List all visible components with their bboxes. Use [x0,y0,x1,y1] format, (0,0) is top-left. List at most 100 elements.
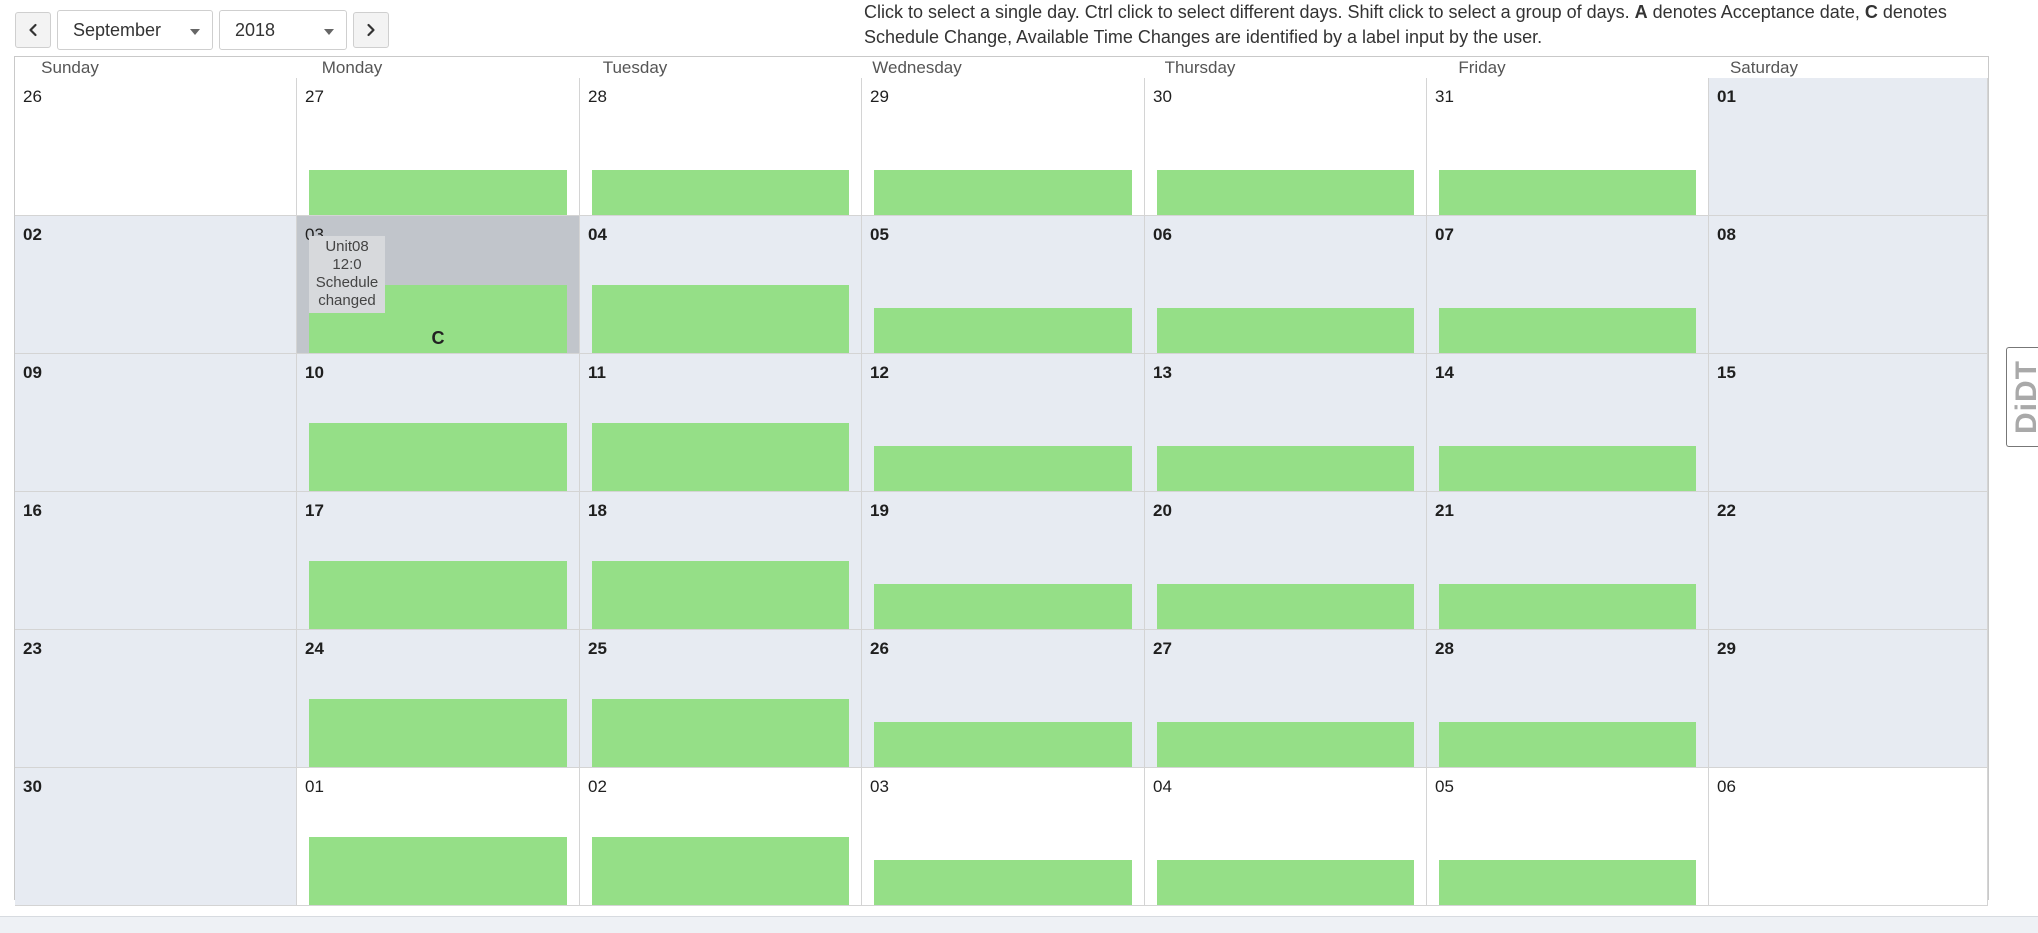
day-cell[interactable]: 29 [1709,630,1988,768]
day-number: 16 [23,501,42,521]
availability-bar [1157,308,1414,353]
day-cell[interactable]: 24 [297,630,580,768]
day-cell[interactable]: 02 [15,216,297,354]
day-number: 02 [588,777,607,797]
weekday-label-wednesday: Wednesday [862,58,972,78]
day-number: 06 [1153,225,1172,245]
day-number: 24 [305,639,324,659]
month-select[interactable]: September [57,10,213,50]
availability-bar [874,584,1132,629]
day-cell[interactable]: 31 [1427,78,1709,216]
day-cell[interactable]: 04 [580,216,862,354]
day-cell[interactable]: 05 [1427,768,1709,906]
availability-bar [309,561,567,629]
day-number: 27 [305,87,324,107]
day-cell[interactable]: 21 [1427,492,1709,630]
day-cell[interactable]: 06 [1709,768,1988,906]
year-select[interactable]: 2018 [219,10,347,50]
weekday-label-thursday: Thursday [1145,58,1255,78]
year-select-value: 2018 [235,20,275,41]
day-cell[interactable]: 28 [580,78,862,216]
day-cell[interactable]: 02 [580,768,862,906]
weekday-label-saturday: Saturday [1709,58,1819,78]
availability-bar [874,308,1132,353]
chevron-left-icon [26,23,40,37]
availability-bar [592,170,849,215]
side-panel-tab-label: DiDT [2010,360,2038,434]
day-cell[interactable]: 01 [1709,78,1988,216]
side-panel-tab[interactable]: DiDT [2006,347,2038,447]
day-number: 09 [23,363,42,383]
day-cell[interactable]: 11 [580,354,862,492]
day-cell[interactable]: 22 [1709,492,1988,630]
day-number: 20 [1153,501,1172,521]
availability-bar [592,285,849,353]
day-cell[interactable]: 26 [15,78,297,216]
day-cell[interactable]: 20 [1145,492,1427,630]
day-cell[interactable]: 05 [862,216,1145,354]
day-cell[interactable]: 27 [1145,630,1427,768]
availability-bar [1439,584,1696,629]
day-number: 28 [588,87,607,107]
day-number: 14 [1435,363,1454,383]
day-number: 30 [1153,87,1172,107]
day-number: 04 [588,225,607,245]
caret-down-icon [190,29,200,35]
day-number: 07 [1435,225,1454,245]
day-cell[interactable]: 25 [580,630,862,768]
availability-bar [874,860,1132,905]
availability-bar [1439,446,1696,491]
availability-bar [1439,860,1696,905]
tooltip-line: 12:0 [309,256,385,274]
day-number: 02 [23,225,42,245]
day-cell[interactable]: 28 [1427,630,1709,768]
day-cell[interactable]: 08 [1709,216,1988,354]
availability-bar [1157,722,1414,767]
prev-month-button[interactable] [15,12,51,48]
day-cell[interactable]: 15 [1709,354,1988,492]
day-number: 21 [1435,501,1454,521]
day-number: 01 [1717,87,1736,107]
day-number: 17 [305,501,324,521]
availability-bar [1157,860,1414,905]
day-cell[interactable]: 30 [1145,78,1427,216]
day-cell[interactable]: 07 [1427,216,1709,354]
day-cell[interactable]: 19 [862,492,1145,630]
day-cell[interactable]: 09 [15,354,297,492]
day-cell[interactable]: 01 [297,768,580,906]
availability-bar [874,722,1132,767]
day-cell[interactable]: 29 [862,78,1145,216]
day-cell[interactable]: 23 [15,630,297,768]
tooltip-line: Schedule [309,274,385,292]
day-cell[interactable]: 26 [862,630,1145,768]
day-number: 29 [870,87,889,107]
day-cell[interactable]: 03 [862,768,1145,906]
day-cell[interactable]: 17 [297,492,580,630]
day-cell[interactable]: 18 [580,492,862,630]
calendar-toolbar: September 2018 [15,10,389,50]
next-month-button[interactable] [353,12,389,48]
day-cell[interactable]: 04 [1145,768,1427,906]
day-cell[interactable]: 30 [15,768,297,906]
caret-down-icon [324,29,334,35]
day-cell[interactable]: 14 [1427,354,1709,492]
footer-bar [0,916,2038,933]
availability-bar [874,446,1132,491]
day-cell[interactable]: 06 [1145,216,1427,354]
day-number: 10 [305,363,324,383]
weekday-label-monday: Monday [297,58,407,78]
day-number: 22 [1717,501,1736,521]
day-cell[interactable]: 16 [15,492,297,630]
day-cell[interactable]: 27 [297,78,580,216]
day-number: 25 [588,639,607,659]
day-cell[interactable]: 10 [297,354,580,492]
availability-bar [592,837,849,905]
day-cell[interactable]: 13 [1145,354,1427,492]
availability-bar [592,423,849,491]
day-cell[interactable]: 12 [862,354,1145,492]
day-number: 05 [870,225,889,245]
day-number: 01 [305,777,324,797]
day-number: 04 [1153,777,1172,797]
